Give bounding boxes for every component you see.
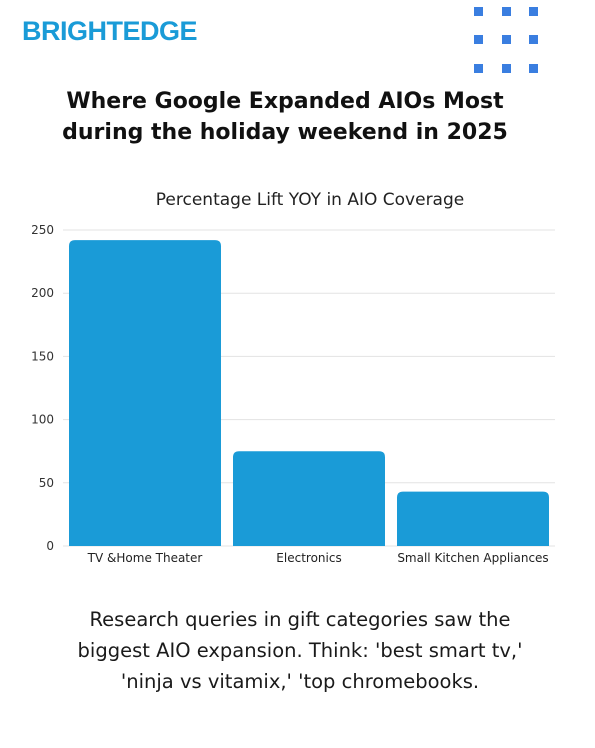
x-tick-label: Small Kitchen Appliances — [397, 551, 548, 565]
bar-chart: 0 50 100 150 200 250 TV &Home Theater Electroni… — [31, 223, 555, 565]
decor-dot — [502, 7, 511, 16]
y-tick-label: 0 — [46, 539, 54, 553]
heading-line: Where Google Expanded AIOs Most — [66, 89, 504, 114]
decor-dot — [474, 7, 483, 16]
page-heading: Where Google Expanded AIOs Most during t… — [0, 86, 570, 148]
caption-text: Research queries in gift categories saw … — [0, 604, 595, 697]
y-tick-label: 50 — [39, 476, 54, 490]
x-tick-label: TV &Home Theater — [87, 551, 203, 565]
brightedge-logo: BRIGHTEDGE — [22, 16, 198, 46]
bar — [69, 240, 221, 546]
caption-line: Research queries in gift categories saw … — [89, 608, 511, 631]
decor-dot — [474, 35, 483, 44]
y-tick-label: 100 — [31, 413, 54, 427]
decor-dot — [529, 7, 538, 16]
bar — [397, 491, 549, 546]
caption-line: 'ninja vs vitamix,' 'top chromebooks. — [120, 670, 480, 693]
heading-line: during the holiday weekend in 2025 — [62, 120, 508, 145]
decor-dot — [529, 35, 538, 44]
y-tick-label: 250 — [31, 223, 54, 237]
decor-dot — [502, 64, 511, 73]
x-tick-label: Electronics — [276, 551, 341, 565]
dot-grid-decoration — [474, 7, 540, 75]
y-tick-label: 200 — [31, 286, 54, 300]
decor-dot — [502, 35, 511, 44]
y-tick-label: 150 — [31, 349, 54, 363]
decor-dot — [529, 64, 538, 73]
decor-dot — [474, 64, 483, 73]
caption-line: biggest AIO expansion. Think: 'best smar… — [77, 639, 523, 662]
chart-title: Percentage Lift YOY in AIO Coverage — [155, 190, 465, 210]
bar — [233, 451, 385, 546]
